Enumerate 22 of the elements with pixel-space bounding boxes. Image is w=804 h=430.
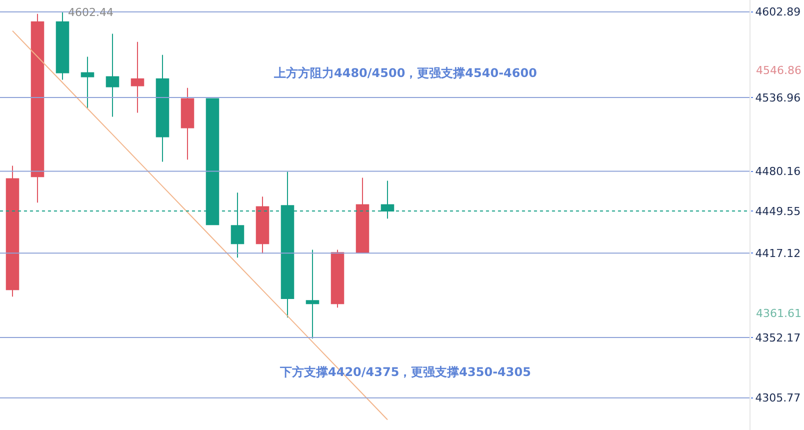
y-tick-label: 4352.17 [755, 331, 801, 344]
candlestick [330, 249, 344, 308]
candlestick [80, 56, 94, 108]
candlestick [306, 249, 320, 340]
candlestick [156, 54, 170, 162]
text: 4546.86 [756, 64, 802, 77]
y-tick-label: 4449.55 [755, 204, 801, 218]
text: 4361.61 [756, 307, 802, 320]
candlestick [130, 41, 144, 114]
candlestick [6, 165, 20, 298]
candlestick [56, 12, 70, 80]
y-tick-label: 4602.89 [755, 6, 801, 19]
candlestick [30, 13, 44, 204]
y-tick-label: 4480.16 [755, 165, 801, 178]
y-tick-label: 4417.12 [755, 247, 801, 260]
candlestick [106, 33, 120, 118]
candlestick [256, 196, 270, 254]
annotation: 上方方阻力4480/4500，更强支撑4540-4600 [273, 66, 537, 80]
candlestick [180, 87, 194, 160]
y-tick-label: 4305.77 [755, 392, 801, 405]
candlestick [356, 177, 370, 254]
y-tick-label: 4536.96 [755, 91, 801, 104]
